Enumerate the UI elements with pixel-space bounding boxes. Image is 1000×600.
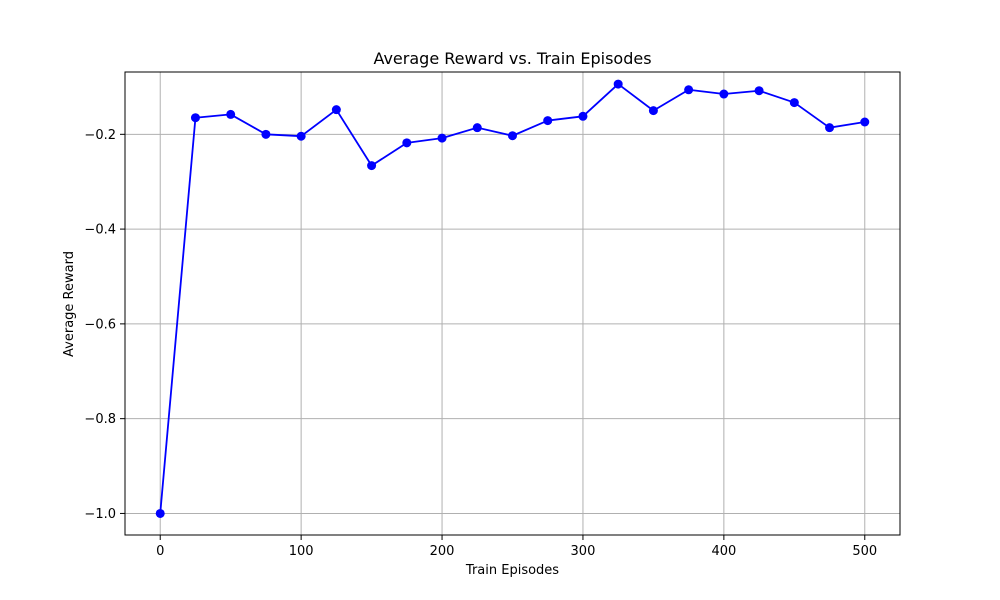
data-point-11: [543, 116, 552, 125]
data-point-19: [825, 123, 834, 132]
chart-title: Average Reward vs. Train Episodes: [373, 49, 651, 68]
y-tick-label-1: −0.8: [84, 412, 116, 427]
data-point-6: [367, 161, 376, 170]
data-point-14: [649, 106, 658, 115]
y-tick-label-3: −0.4: [84, 223, 116, 238]
x-tick-label-1: 100: [289, 544, 314, 559]
data-point-4: [297, 132, 306, 141]
y-tick-label-4: −0.2: [84, 128, 116, 143]
x-tick-label-3: 300: [571, 544, 596, 559]
x-tick-label-5: 500: [852, 544, 877, 559]
data-point-1: [191, 113, 200, 122]
data-point-17: [755, 86, 764, 95]
data-point-16: [719, 90, 728, 99]
data-point-5: [332, 105, 341, 114]
y-tick-label-2: −0.6: [84, 317, 116, 332]
data-point-8: [438, 134, 447, 143]
x-tick-label-0: 0: [156, 544, 164, 559]
data-point-15: [684, 85, 693, 94]
x-tick-label-2: 200: [430, 544, 455, 559]
data-point-10: [508, 131, 517, 140]
y-axis-label: Average Reward: [62, 251, 77, 357]
data-point-3: [261, 130, 270, 139]
data-point-13: [614, 80, 623, 89]
x-axis-label: Train Episodes: [465, 563, 559, 578]
data-point-0: [156, 509, 165, 518]
data-point-7: [402, 138, 411, 147]
x-tick-label-4: 400: [711, 544, 736, 559]
data-point-20: [860, 117, 869, 126]
y-tick-label-0: −1.0: [84, 507, 116, 522]
data-point-12: [578, 112, 587, 121]
data-point-18: [790, 98, 799, 107]
data-point-2: [226, 110, 235, 119]
data-point-9: [473, 123, 482, 132]
